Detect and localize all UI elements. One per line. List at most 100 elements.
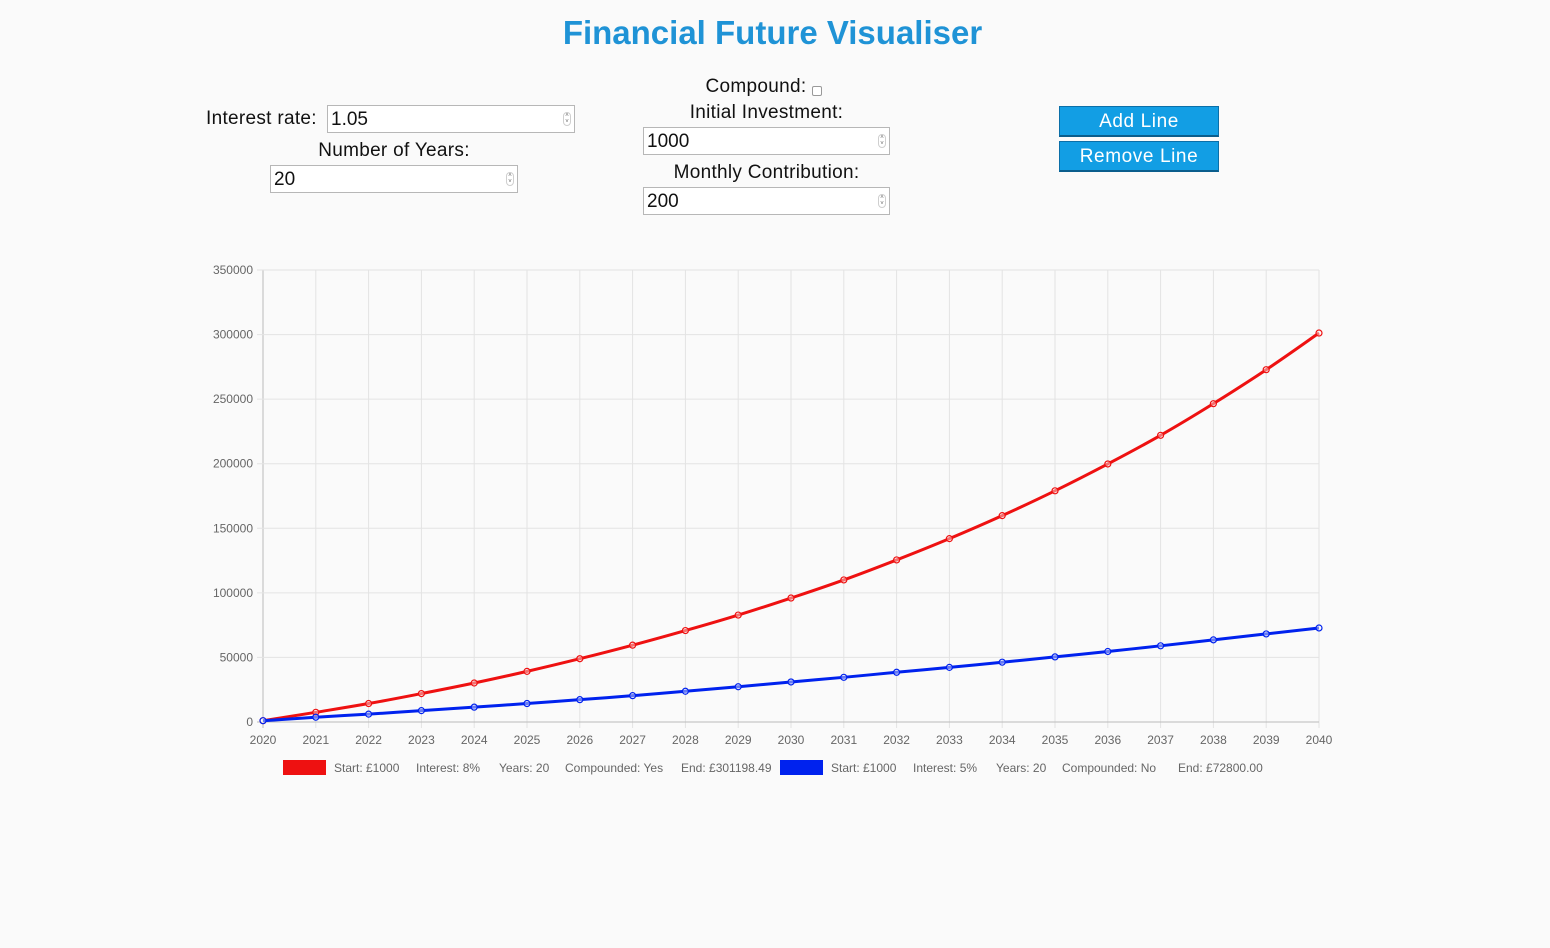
interest-rate-value: 1.05: [331, 109, 368, 130]
data-point: [1104, 647, 1112, 656]
interest-rate-input[interactable]: 1.05 ˄ ˅: [327, 105, 575, 133]
x-tick-label: 2035: [1042, 733, 1069, 747]
data-point: [576, 655, 584, 663]
legend-text[interactable]: Interest: 8%: [416, 761, 481, 775]
data-point: [734, 683, 742, 691]
y-tick-label: 150000: [213, 521, 253, 535]
remove-line-button[interactable]: Remove Line: [1059, 141, 1219, 172]
x-tick-label: 2039: [1253, 733, 1280, 747]
x-tick-label: 2024: [461, 733, 488, 747]
data-point: [998, 658, 1006, 666]
x-tick-label: 2026: [566, 733, 593, 747]
data-point: [998, 512, 1006, 520]
number-spinner-icon[interactable]: ˄ ˅: [878, 134, 886, 148]
data-point: [629, 692, 637, 700]
x-tick-label: 2031: [830, 733, 857, 747]
page-title: Financial Future Visualiser: [562, 14, 983, 51]
number-spinner-icon[interactable]: ˄ ˅: [506, 172, 514, 186]
x-tick-label: 2025: [514, 733, 541, 747]
data-point: [470, 703, 478, 711]
data-point: [629, 641, 637, 649]
add-line-button[interactable]: Add Line: [1059, 106, 1219, 137]
legend-text[interactable]: Interest: 5%: [913, 761, 978, 775]
data-point: [1262, 630, 1270, 638]
legend-text[interactable]: Years: 20: [996, 761, 1047, 775]
y-tick-label: 50000: [220, 650, 254, 664]
legend-text[interactable]: Years: 20: [499, 761, 550, 775]
y-tick-label: 350000: [213, 263, 253, 277]
data-point: [312, 708, 320, 716]
data-point: [892, 556, 901, 564]
x-tick-label: 2038: [1200, 733, 1227, 747]
x-tick-label: 2034: [989, 733, 1016, 747]
series-line-1: [262, 331, 1320, 723]
legend-text[interactable]: Compounded: No: [1062, 761, 1157, 775]
initial-investment-input[interactable]: 1000 ˄ ˅: [643, 127, 890, 155]
data-point: [1209, 400, 1218, 408]
series-line-2: [262, 626, 1320, 723]
data-point: [1051, 653, 1059, 661]
data-point: [1156, 642, 1165, 650]
x-tick-label: 2023: [408, 733, 435, 747]
legend-text[interactable]: Start: £1000: [334, 761, 400, 775]
x-tick-label: 2021: [302, 733, 329, 747]
legend-swatch[interactable]: [283, 760, 326, 775]
data-point: [417, 689, 425, 698]
x-tick-label: 2033: [936, 733, 963, 747]
x-tick-label: 2032: [883, 733, 910, 747]
data-point: [840, 673, 848, 681]
data-point: [1315, 329, 1323, 337]
data-point: [787, 594, 795, 602]
years-value: 20: [274, 169, 296, 190]
data-point: [1315, 624, 1323, 632]
y-tick-label: 100000: [213, 586, 253, 600]
growth-line-chart: 2020 2021 2022 2023 2024 2025 2026 2027 2028 2029…: [213, 263, 1333, 747]
legend-text[interactable]: Start: £1000: [831, 761, 897, 775]
initial-investment-value: 1000: [647, 131, 690, 152]
years-input[interactable]: 20 ˄ ˅: [270, 165, 518, 193]
legend-text[interactable]: End: £72800.00: [1178, 761, 1263, 775]
compound-checkbox[interactable]: [812, 86, 822, 96]
data-point: [681, 687, 689, 695]
y-tick-label: 0: [246, 715, 253, 729]
x-tick-label: 2030: [778, 733, 805, 747]
data-point: [523, 667, 531, 675]
x-tick-label: 2020: [250, 733, 277, 747]
data-point: [312, 713, 320, 721]
data-point: [840, 576, 848, 584]
initial-investment-label: Initial Investment:: [689, 102, 844, 123]
data-point: [365, 699, 373, 708]
data-point: [1209, 636, 1218, 644]
legend-text[interactable]: End: £301198.49: [681, 761, 772, 775]
data-point: [892, 668, 901, 676]
x-tick-label: 2040: [1306, 733, 1333, 747]
data-point: [1051, 487, 1059, 495]
data-point: [1104, 460, 1112, 468]
monthly-contribution-value: 200: [647, 191, 679, 212]
x-tick-label: 2022: [355, 733, 382, 747]
y-tick-label: 300000: [213, 328, 253, 342]
y-tick-label: 250000: [213, 392, 253, 406]
number-spinner-icon[interactable]: ˄ ˅: [563, 112, 571, 126]
data-point: [681, 626, 689, 635]
data-point: [523, 699, 531, 708]
x-tick-label: 2036: [1094, 733, 1121, 747]
data-point: [470, 679, 478, 687]
monthly-contribution-input[interactable]: 200 ˄ ˅: [643, 187, 890, 215]
number-spinner-icon[interactable]: ˄ ˅: [878, 194, 886, 208]
x-tick-label: 2037: [1147, 733, 1174, 747]
x-tick-label: 2027: [619, 733, 646, 747]
data-point: [1156, 431, 1165, 439]
data-point: [787, 678, 795, 686]
data-point: [417, 707, 425, 715]
interest-rate-label: Interest rate:: [206, 108, 317, 129]
x-tick-label: 2029: [725, 733, 752, 747]
data-point: [945, 535, 954, 543]
monthly-contribution-label: Monthly Contribution:: [673, 162, 860, 183]
legend-text[interactable]: Compounded: Yes: [565, 761, 664, 775]
data-point: [734, 611, 742, 619]
compound-label: Compound:: [705, 76, 807, 97]
data-point: [259, 717, 267, 725]
legend-swatch[interactable]: [780, 760, 823, 775]
data-point: [945, 663, 954, 671]
